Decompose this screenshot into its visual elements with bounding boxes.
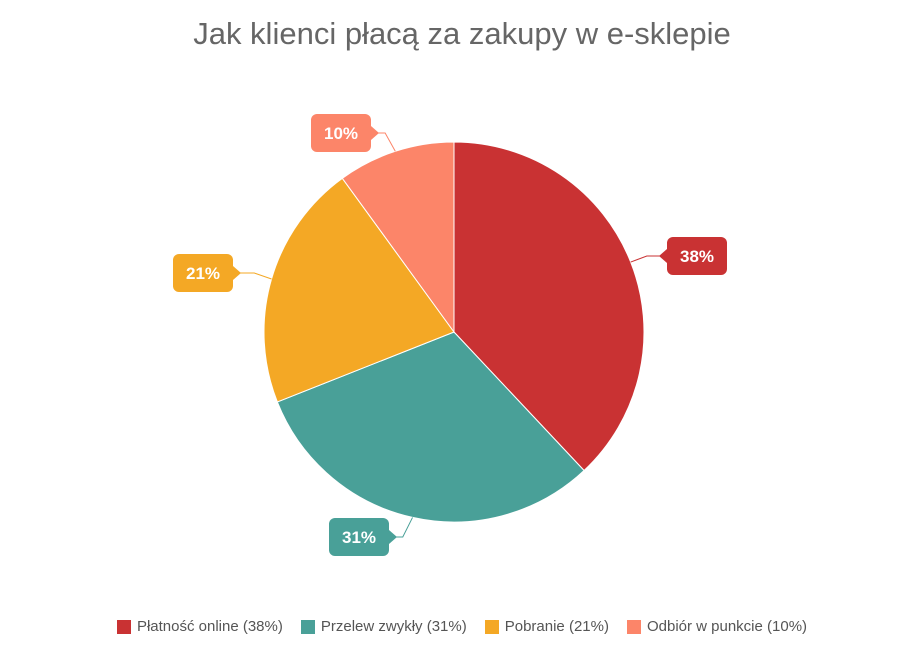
legend-label-odbior-w-punkcie: Odbiór w punkcie (10%) xyxy=(646,618,808,635)
data-label-przelew-zwykly: 31% xyxy=(342,528,376,547)
data-label-pointer-pobranie xyxy=(233,266,241,280)
data-label-pointer-platnosc-online xyxy=(659,249,667,263)
legend-swatch-pobranie xyxy=(484,619,499,634)
legend-item-platnosc-online[interactable]: Płatność online (38%) xyxy=(116,618,283,635)
legend-label-pobranie: Pobranie (21%) xyxy=(504,618,609,635)
data-label-box-przelew-zwykly xyxy=(329,518,389,556)
legend-item-przelew-zwykly[interactable]: Przelew zwykły (31%) xyxy=(300,618,467,635)
connector-line-platnosc-online xyxy=(630,255,663,263)
pie-slices xyxy=(263,141,645,523)
legend-swatch-przelew-zwykly xyxy=(300,619,315,634)
connector-line-pobranie xyxy=(237,272,272,280)
chart-title: Jak klienci płacą za zakupy w e-sklepie xyxy=(193,16,731,51)
legend-label-platnosc-online: Płatność online (38%) xyxy=(136,618,283,635)
pie-slice-odbior-w-punkcie[interactable] xyxy=(341,141,455,334)
legend: Płatność online (38%) Przelew zwykły (31%… xyxy=(0,618,924,635)
data-label-box-pobranie xyxy=(173,254,233,292)
legend-swatch-odbior-w-punkcie xyxy=(626,619,641,634)
pie-slice-przelew-zwykly[interactable] xyxy=(276,331,585,523)
data-label-box-platnosc-online xyxy=(667,237,727,275)
data-label-pobranie: 21% xyxy=(186,264,220,283)
legend-item-pobranie[interactable]: Pobranie (21%) xyxy=(484,618,609,635)
data-label-pointer-przelew-zwykly xyxy=(389,530,397,544)
data-labels: 38% 31% 21% 10% xyxy=(173,114,727,556)
legend-label-przelew-zwykly: Przelew zwykły (31%) xyxy=(320,618,467,635)
data-label-odbior-w-punkcie: 10% xyxy=(324,124,358,143)
legend-swatch-platnosc-online xyxy=(116,619,131,634)
connector-line-odbior-w-punkcie xyxy=(375,132,396,152)
data-label-pointer-odbior-w-punkcie xyxy=(371,126,379,140)
data-label-platnosc-online: 38% xyxy=(680,247,714,266)
legend-item-odbior-w-punkcie[interactable]: Odbiór w punkcie (10%) xyxy=(626,618,808,635)
connector-line-przelew-zwykly xyxy=(393,517,414,538)
data-label-box-odbior-w-punkcie xyxy=(311,114,371,152)
